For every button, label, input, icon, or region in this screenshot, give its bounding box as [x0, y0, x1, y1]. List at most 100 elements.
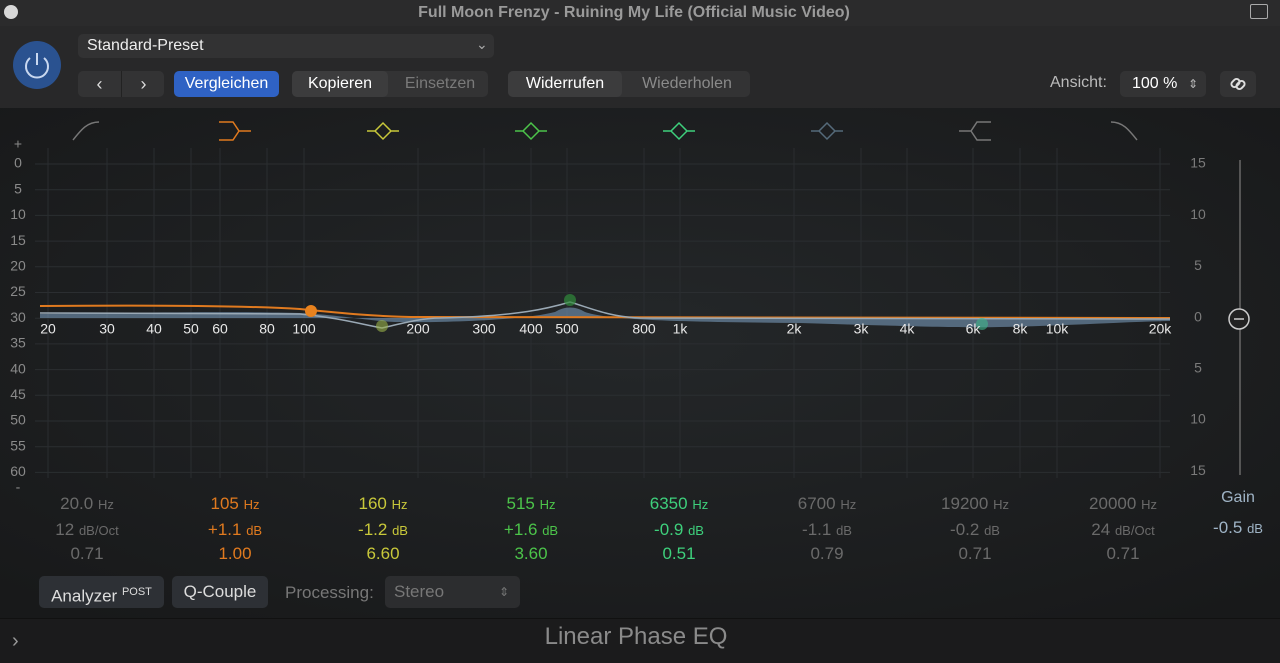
link-icon	[1230, 77, 1246, 91]
power-button[interactable]	[13, 41, 61, 89]
band-freq-row[interactable]: 20.0 Hz	[17, 494, 157, 514]
band-freq: 160	[358, 494, 387, 513]
q-couple-button[interactable]: Q-Couple	[172, 576, 268, 608]
band-icon	[515, 121, 547, 141]
band-unit: Hz	[243, 497, 260, 512]
band-gain-row[interactable]: -1.1 dB	[757, 520, 897, 540]
band-icon	[663, 121, 695, 141]
window-title: Full Moon Frenzy - Ruining My Life (Offi…	[418, 4, 850, 21]
undo-button[interactable]: Widerrufen	[508, 71, 622, 97]
expand-toggle[interactable]: ›	[12, 630, 19, 652]
band-4-handle[interactable]	[564, 294, 576, 306]
band-icon	[367, 121, 399, 141]
band-freq-row[interactable]: 20000 Hz	[1053, 494, 1193, 514]
band-freq-row[interactable]: 105 Hz	[165, 494, 305, 514]
link-button[interactable]	[1220, 71, 1256, 97]
band-freq-row[interactable]: 6350 Hz	[609, 494, 749, 514]
processing-menu[interactable]: Stereo ⇕	[385, 576, 520, 608]
band-gain: 12	[55, 520, 75, 539]
band-q: 0.71	[958, 544, 992, 563]
band-unit: Hz	[1141, 497, 1157, 512]
band-2-handle[interactable]	[305, 305, 317, 317]
band-freq: 6350	[649, 494, 688, 513]
frequency-label: 6k	[966, 321, 982, 337]
band-q-row[interactable]: 0.51	[609, 544, 749, 564]
band-icon	[959, 121, 991, 141]
previous-button[interactable]: ‹	[96, 74, 103, 94]
frequency-label: 50	[183, 321, 199, 337]
redo-button[interactable]: Wiederholen	[642, 75, 732, 92]
band-q: 0.51	[662, 544, 696, 563]
band-unit: Hz	[692, 497, 709, 512]
master-gain-label: Gain	[1221, 489, 1255, 506]
right-scale-label: 10	[1190, 206, 1206, 222]
processing-label: Processing:	[285, 583, 374, 602]
band-q-row[interactable]: 0.71	[905, 544, 1045, 564]
frequency-label: 200	[406, 321, 430, 337]
analyzer-button[interactable]: Analyzer POST	[39, 576, 164, 608]
band-5-handle[interactable]	[976, 318, 988, 330]
band-gain-row[interactable]: -1.2 dB	[313, 520, 453, 540]
band-freq: 6700	[797, 494, 836, 513]
band-unit: dB	[688, 523, 704, 538]
copy-button[interactable]: Kopieren	[292, 71, 388, 97]
band-q-row[interactable]: 1.00	[165, 544, 305, 564]
plugin-footer	[0, 618, 1280, 663]
left-scale-label: 55	[10, 437, 26, 453]
band-unit: dB	[836, 523, 852, 538]
band-q-row[interactable]: 6.60	[313, 544, 453, 564]
band-gain: 24	[1091, 520, 1111, 539]
band-3-handle[interactable]	[376, 320, 388, 332]
preset-menu[interactable]: Standard-Preset ⌄	[78, 34, 494, 58]
left-scale-label: 35	[10, 335, 26, 351]
band-unit: dB	[984, 523, 1000, 538]
band-gain-row[interactable]: 12 dB/Oct	[17, 520, 157, 540]
view-value: 100 %	[1132, 75, 1178, 92]
band-gain-row[interactable]: 24 dB/Oct	[1053, 520, 1193, 540]
band-freq-row[interactable]: 515 Hz	[461, 494, 601, 514]
band-gain-row[interactable]: +1.1 dB	[165, 520, 305, 540]
band-icon	[219, 121, 251, 141]
compare-button[interactable]: Vergleichen	[174, 71, 279, 97]
band-icon	[72, 121, 100, 141]
frequency-label: 800	[632, 321, 656, 337]
left-scale-label: 40	[10, 360, 26, 376]
band-freq-row[interactable]: 19200 Hz	[905, 494, 1045, 514]
plugin-name: Linear Phase EQ	[544, 623, 728, 650]
frequency-label: 30	[99, 321, 115, 337]
close-button[interactable]	[4, 5, 18, 19]
view-menu[interactable]: 100 % ⇕	[1120, 71, 1206, 97]
frequency-label: 60	[212, 321, 228, 337]
preset-name: Standard-Preset	[87, 37, 204, 54]
grid	[35, 148, 1170, 478]
left-scale-label: 50	[10, 412, 26, 428]
band-q-row[interactable]: 0.79	[757, 544, 897, 564]
analyzer-label: Analyzer	[51, 586, 118, 606]
band-q-row[interactable]: 3.60	[461, 544, 601, 564]
left-scale-label: -	[16, 479, 21, 495]
band-gain-row[interactable]: -0.2 dB	[905, 520, 1045, 540]
band-q: 0.79	[810, 544, 844, 563]
frequency-label: 10k	[1046, 321, 1070, 337]
left-scale-label: 5	[14, 180, 22, 196]
frequency-label: 4k	[900, 321, 916, 337]
right-scale-label: 15	[1190, 462, 1206, 478]
band-freq-row[interactable]: 160 Hz	[313, 494, 453, 514]
next-button[interactable]: ›	[121, 71, 165, 97]
band-unit: dB	[246, 523, 263, 538]
share-icon[interactable]	[1250, 4, 1268, 19]
band-freq-row[interactable]: 6700 Hz	[757, 494, 897, 514]
band-gain-row[interactable]: +1.6 dB	[461, 520, 601, 540]
right-scale-label: 0	[1194, 308, 1202, 324]
paste-button[interactable]: Einsetzen	[404, 75, 476, 92]
title-bar	[0, 0, 1280, 26]
band-unit: dB/Oct	[78, 523, 119, 538]
band-gain-row[interactable]: -0.9 dB	[609, 520, 749, 540]
band-q-row[interactable]: 0.71	[1053, 544, 1193, 564]
left-scale-label: 0	[14, 155, 22, 171]
band-q-row[interactable]: 0.71	[17, 544, 157, 564]
band-gain: +1.1	[207, 520, 242, 539]
band-parameters: 20.0 Hz 12 dB/Oct 0.71 105 Hz +1.1 dB 1.00 160…	[0, 488, 1200, 568]
band-freq: 19200	[941, 494, 989, 513]
